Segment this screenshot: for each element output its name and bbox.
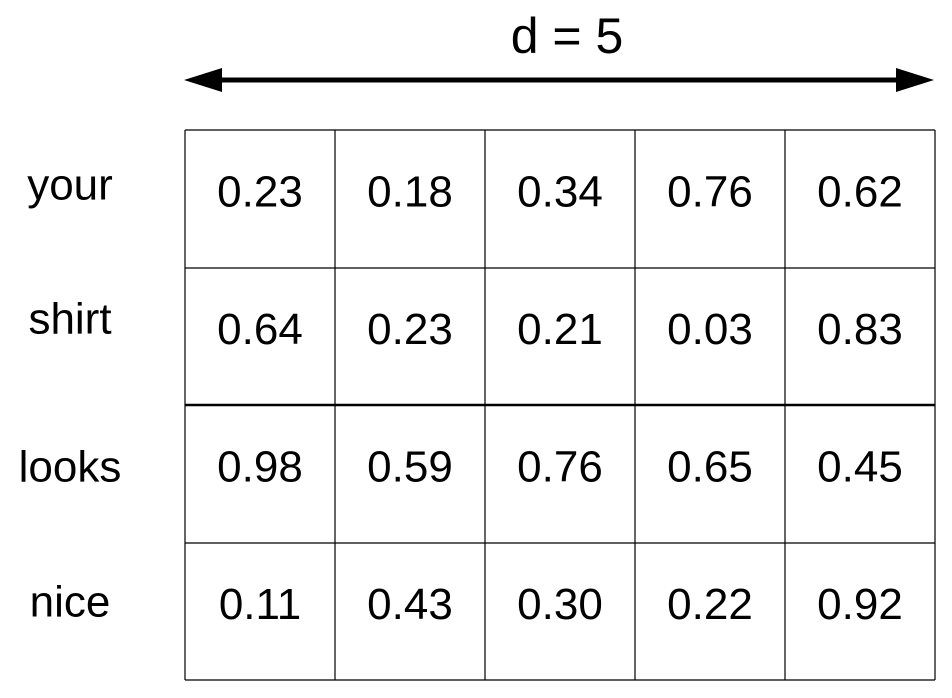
- matrix: your 0.23 0.18 0.34 0.76 0.62 shirt 0.64 0.23 0.2…: [19, 129, 936, 681]
- arrow-head-left: [184, 68, 222, 92]
- cell-value: 0.76: [667, 168, 753, 217]
- cell-value: 0.65: [667, 443, 753, 492]
- cell-value: 0.30: [517, 580, 603, 629]
- row-label: shirt: [28, 295, 111, 344]
- cell-value: 0.03: [667, 305, 753, 354]
- cell-value: 0.59: [367, 443, 453, 492]
- row-label: your: [27, 161, 113, 210]
- arrow-head-right: [896, 68, 934, 92]
- cell-value: 0.45: [817, 443, 903, 492]
- cell-value: 0.92: [817, 580, 903, 629]
- row-label: looks: [19, 443, 122, 492]
- cell-value: 0.23: [367, 305, 453, 354]
- cell-value: 0.43: [367, 580, 453, 629]
- cell-value: 0.98: [217, 443, 303, 492]
- row-label: nice: [30, 578, 111, 627]
- cell-value: 0.11: [219, 580, 301, 629]
- cell-value: 0.62: [817, 168, 903, 217]
- cell-value: 0.21: [517, 305, 603, 354]
- cell-value: 0.83: [817, 305, 903, 354]
- cell-value: 0.64: [217, 305, 303, 354]
- cell-value: 0.18: [367, 168, 453, 217]
- dimension-label: d = 5: [511, 8, 624, 64]
- cell-value: 0.22: [667, 580, 753, 629]
- cell-value: 0.34: [517, 168, 603, 217]
- cell-value: 0.76: [517, 443, 603, 492]
- cell-value: 0.23: [217, 168, 303, 217]
